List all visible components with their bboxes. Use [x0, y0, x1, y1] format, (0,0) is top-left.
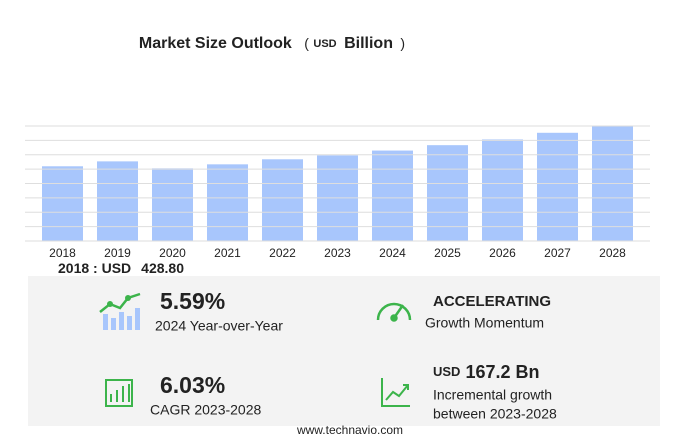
stat-label: 2024 Year-over-Year [155, 318, 283, 334]
x-tick-label: 2027 [544, 246, 571, 260]
growth-icon [99, 292, 141, 330]
highlight: 2018 : USD 428.80 [58, 260, 184, 276]
chart-title: Market Size Outlook ( USD Billion ) [139, 35, 405, 53]
bar [537, 132, 578, 241]
stat-value: ACCELERATING [433, 293, 551, 310]
stat-label: Growth Momentum [425, 315, 544, 331]
bar [262, 159, 303, 241]
bar [42, 166, 83, 241]
bar [152, 168, 193, 241]
gauge-icon [376, 302, 412, 322]
x-tick-label: 2022 [269, 246, 296, 260]
bar [482, 139, 523, 241]
stat-label: CAGR 2023-2028 [150, 402, 262, 418]
x-tick-label: 2018 [49, 246, 76, 260]
x-tick-label: 2028 [599, 246, 626, 260]
cagr-icon [105, 379, 133, 407]
bar [207, 164, 248, 241]
x-tick-label: 2023 [324, 246, 351, 260]
incremental-icon [381, 378, 410, 407]
x-tick-label: 2025 [434, 246, 461, 260]
x-tick-label: 2024 [379, 246, 406, 260]
x-tick-label: 2026 [489, 246, 516, 260]
x-tick-label: 2021 [214, 246, 241, 260]
footer: www.technavio.com [296, 423, 403, 437]
stat-value: 6.03% [160, 372, 225, 398]
bar [372, 150, 413, 241]
stat-value: USD 167.2 Bn [433, 362, 540, 382]
bar [97, 161, 138, 241]
stats-panel [28, 276, 660, 426]
bar [427, 145, 468, 241]
stat-label: between 2023-2028 [433, 406, 557, 422]
x-tick-label: 2019 [104, 246, 131, 260]
x-tick-label: 2020 [159, 246, 186, 260]
stat-value: 5.59% [160, 288, 225, 314]
stat-label: Incremental growth [433, 387, 552, 403]
